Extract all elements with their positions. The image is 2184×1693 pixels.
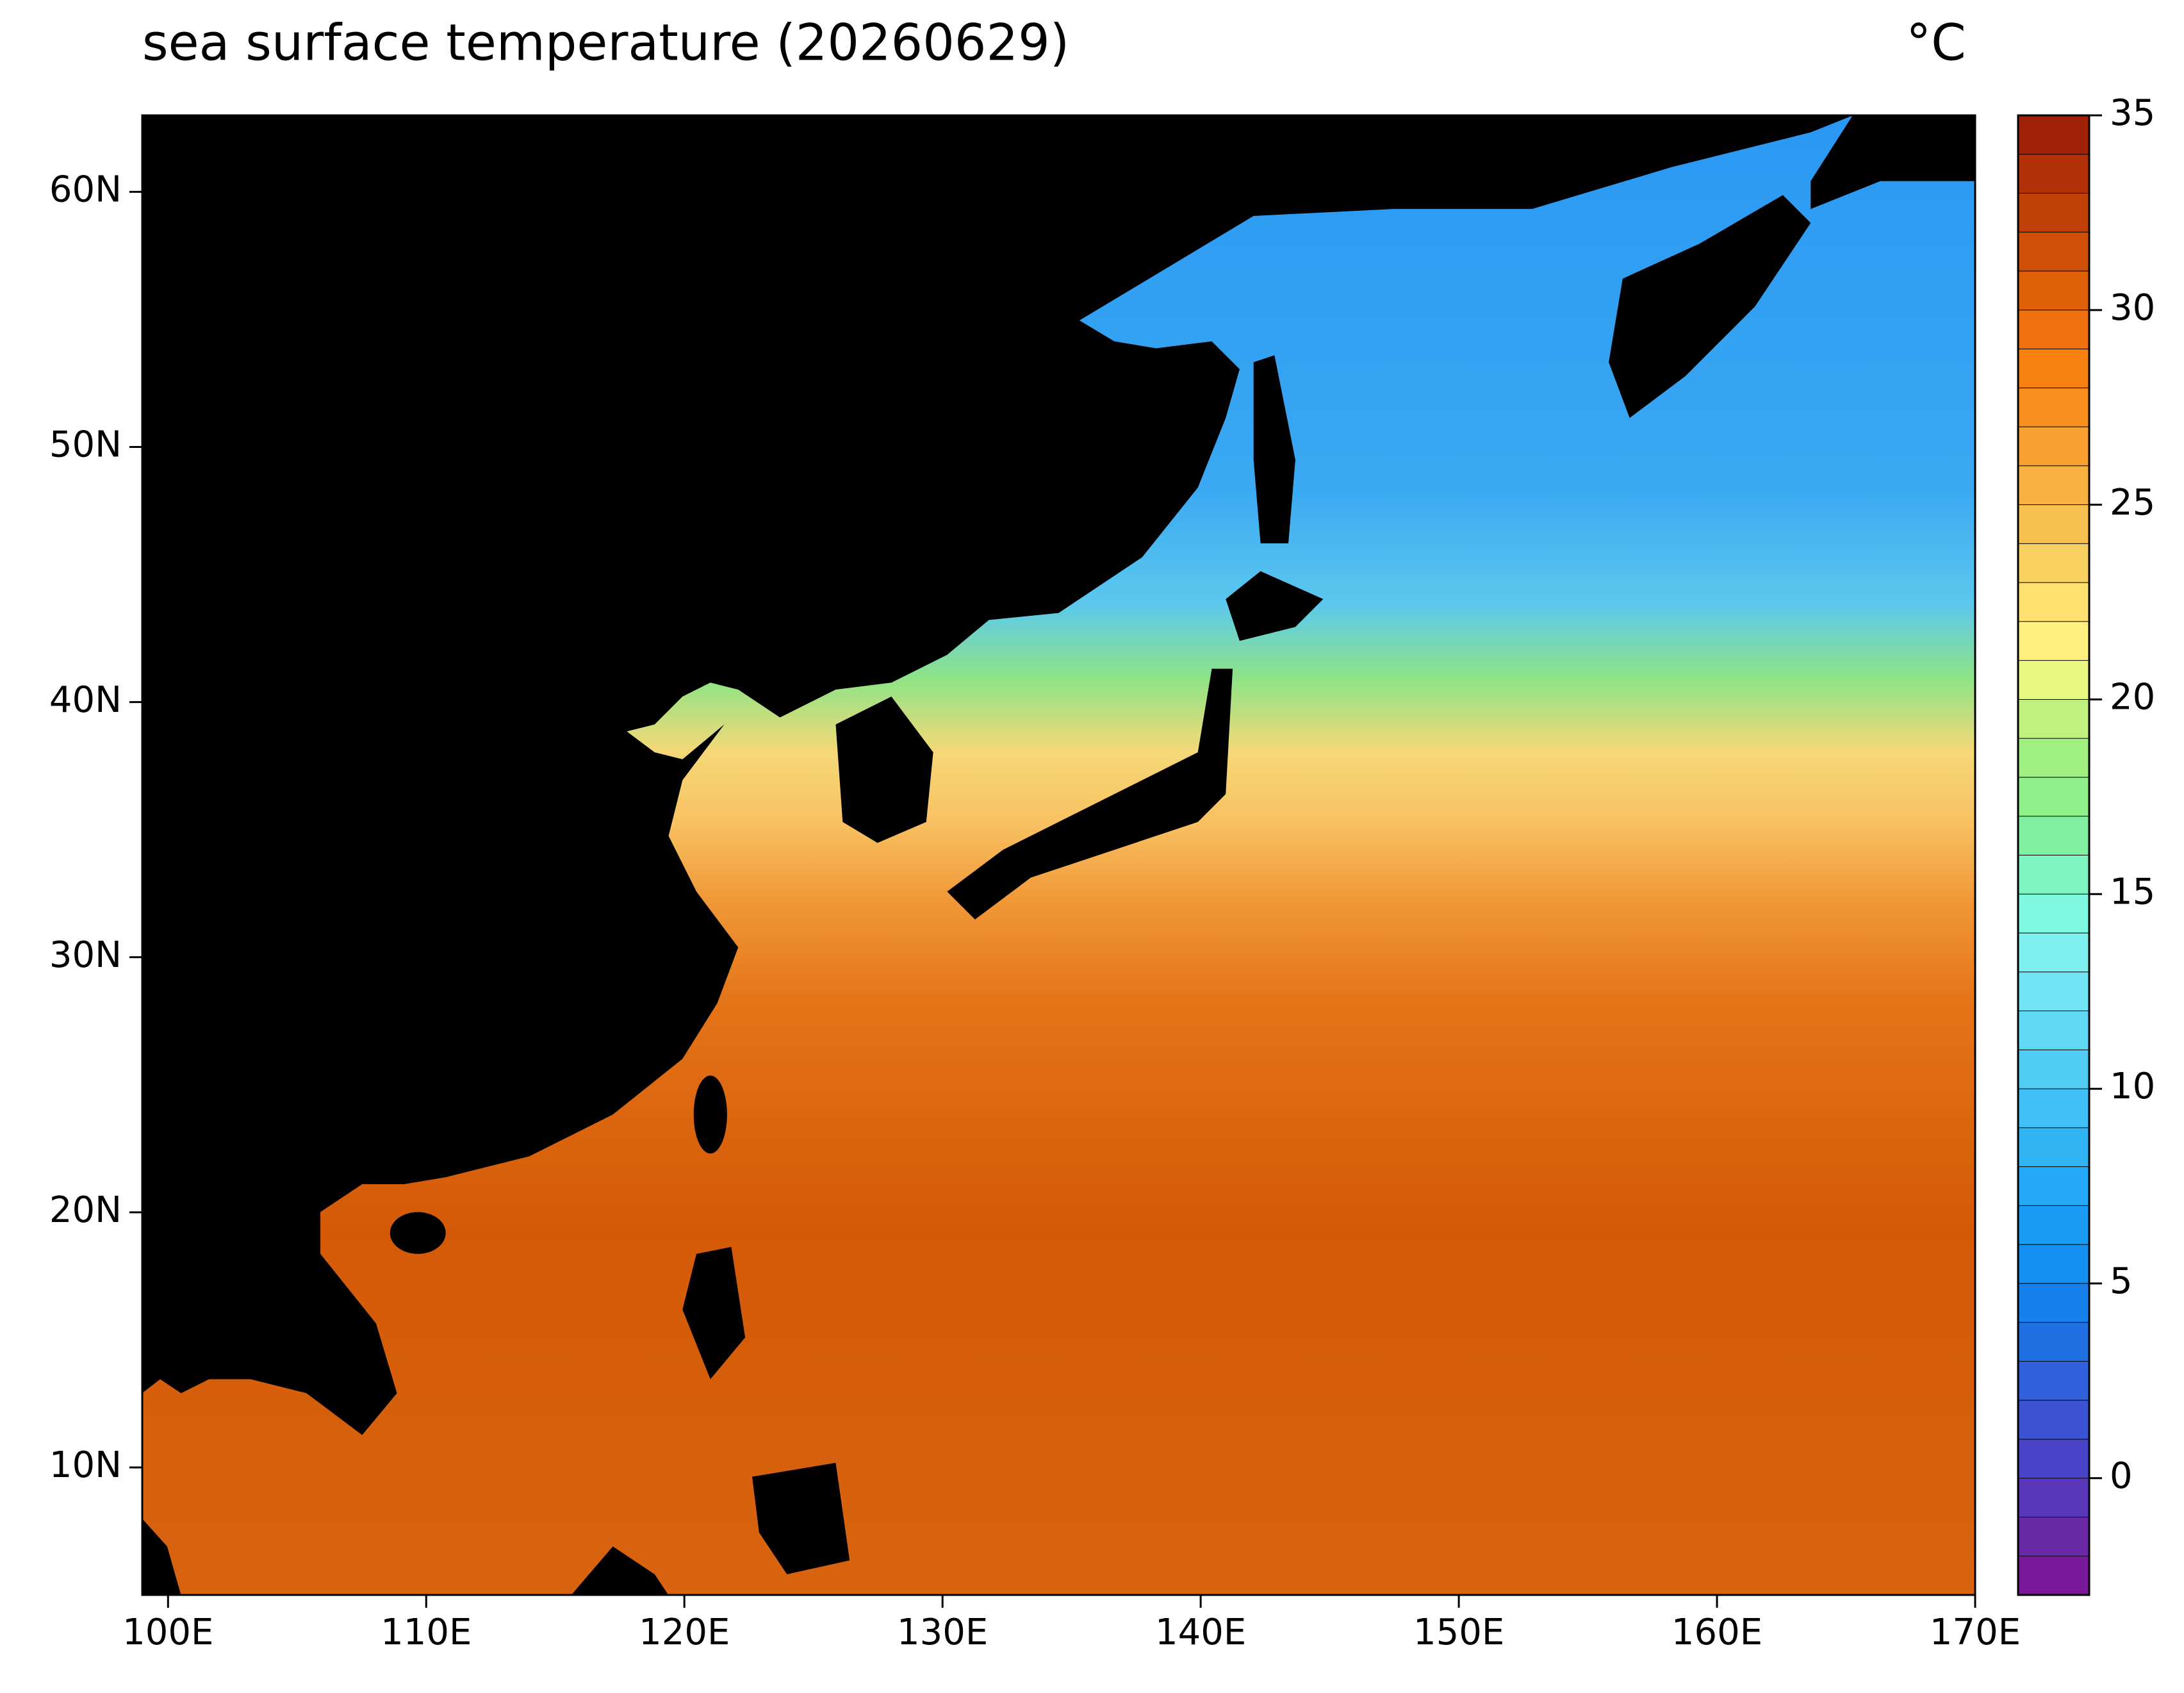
x-tick-label: 120E xyxy=(639,1612,730,1653)
colorbar-label: °C xyxy=(1906,14,1966,72)
colorbar-band xyxy=(2018,1089,2089,1128)
colorbar-band xyxy=(2018,1011,2089,1050)
land xyxy=(142,115,1975,1596)
colorbar-band xyxy=(2018,621,2089,661)
colorbar-band xyxy=(2018,894,2089,934)
x-tick-label: 110E xyxy=(381,1612,472,1653)
colorbar-band xyxy=(2018,543,2089,583)
colorbar-band xyxy=(2018,855,2089,895)
colorbar-band xyxy=(2018,738,2089,778)
colorbar-band xyxy=(2018,349,2089,388)
colorbar-band xyxy=(2018,699,2089,739)
colorbar-band xyxy=(2018,1322,2089,1362)
x-tick-label: 160E xyxy=(1671,1612,1762,1653)
colorbar-tick-label: 35 xyxy=(2110,92,2155,134)
colorbar-band xyxy=(2018,1283,2089,1323)
colorbar-band xyxy=(2018,1166,2089,1206)
x-tick-label: 130E xyxy=(897,1612,988,1653)
colorbar-band xyxy=(2018,154,2089,194)
colorbar-band xyxy=(2018,1205,2089,1245)
colorbar-band xyxy=(2018,1127,2089,1168)
y-tick-label: 40N xyxy=(49,679,122,721)
colorbar-band xyxy=(2018,1400,2089,1440)
y-tick-label: 30N xyxy=(49,934,122,976)
plot-frame xyxy=(141,114,1976,1596)
colorbar-tick-label: 20 xyxy=(2110,677,2155,718)
colorbar-band xyxy=(2018,1244,2089,1284)
colorbar-tick-label: 5 xyxy=(2110,1260,2133,1302)
colorbar-tick-label: 10 xyxy=(2110,1066,2155,1107)
x-tick-label: 100E xyxy=(122,1612,213,1653)
colorbar-band xyxy=(2018,1556,2089,1596)
colorbar-band xyxy=(2018,1517,2089,1557)
colorbar-band xyxy=(2018,427,2089,467)
chart-title: sea surface temperature (20260629) xyxy=(142,14,1069,72)
colorbar-band xyxy=(2018,777,2089,817)
colorbar-band xyxy=(2018,388,2089,427)
colorbar-band xyxy=(2018,504,2089,544)
map xyxy=(142,115,1975,1596)
y-tick-label: 10N xyxy=(49,1444,122,1486)
colorbar-band xyxy=(2018,1050,2089,1089)
x-tick-label: 170E xyxy=(1930,1612,2021,1653)
colorbar-band xyxy=(2018,115,2089,155)
colorbar-frame xyxy=(2017,114,2090,1596)
y-tick-label: 60N xyxy=(49,169,122,211)
y-tick-label: 50N xyxy=(49,424,122,466)
y-tick-label: 20N xyxy=(49,1189,122,1231)
colorbar-band xyxy=(2018,1478,2089,1517)
colorbar-band xyxy=(2018,1439,2089,1479)
colorbar-tick-label: 0 xyxy=(2110,1455,2133,1497)
colorbar-band xyxy=(2018,232,2089,272)
colorbar-band xyxy=(2018,582,2089,622)
colorbar-band xyxy=(2018,465,2089,506)
colorbar-band xyxy=(2018,193,2089,233)
colorbar-band xyxy=(2018,971,2089,1012)
colorbar-band xyxy=(2018,816,2089,855)
x-tick-label: 140E xyxy=(1155,1612,1246,1653)
colorbar-band xyxy=(2018,933,2089,973)
colorbar-band xyxy=(2018,271,2089,311)
colorbar-tick-label: 15 xyxy=(2110,871,2155,913)
colorbar-band xyxy=(2018,310,2089,350)
colorbar-tick-label: 25 xyxy=(2110,482,2155,524)
colorbar-tick-label: 30 xyxy=(2110,287,2155,329)
colorbar-band xyxy=(2018,1361,2089,1401)
x-tick-label: 150E xyxy=(1413,1612,1504,1653)
colorbar-band xyxy=(2018,660,2089,700)
